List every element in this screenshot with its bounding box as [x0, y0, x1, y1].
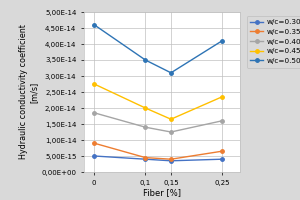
w/c=0.30	[92, 155, 96, 157]
w/c=0.35	[169, 158, 173, 160]
w/c=0.45	[144, 107, 147, 109]
Line: w/c=0.50: w/c=0.50	[92, 23, 224, 75]
X-axis label: Fiber [%]: Fiber [%]	[143, 188, 181, 197]
w/c=0.35	[144, 156, 147, 159]
w/c=0.50	[169, 72, 173, 74]
w/c=0.35	[92, 142, 96, 144]
Line: w/c=0.30: w/c=0.30	[92, 154, 224, 163]
w/c=0.30	[220, 158, 224, 160]
Line: w/c=0.35: w/c=0.35	[92, 141, 224, 161]
w/c=0.40	[169, 131, 173, 133]
w/c=0.40	[92, 112, 96, 114]
Line: w/c=0.40: w/c=0.40	[92, 111, 224, 134]
w/c=0.35	[220, 150, 224, 152]
w/c=0.40	[220, 120, 224, 122]
Line: w/c=0.45: w/c=0.45	[92, 82, 224, 121]
w/c=0.45	[169, 118, 173, 120]
w/c=0.30	[144, 158, 147, 160]
Legend: w/c=0.30, w/c=0.35, w/c=0.40, w/c=0.45, w/c=0.50: w/c=0.30, w/c=0.35, w/c=0.40, w/c=0.45, …	[247, 16, 300, 68]
w/c=0.45	[220, 96, 224, 98]
w/c=0.45	[92, 83, 96, 85]
w/c=0.30	[169, 160, 173, 162]
Y-axis label: Hydraulic conductivity coefficient
[m/s]: Hydraulic conductivity coefficient [m/s]	[19, 25, 39, 159]
w/c=0.50	[144, 59, 147, 61]
w/c=0.50	[220, 40, 224, 42]
w/c=0.40	[144, 126, 147, 128]
w/c=0.50	[92, 24, 96, 26]
